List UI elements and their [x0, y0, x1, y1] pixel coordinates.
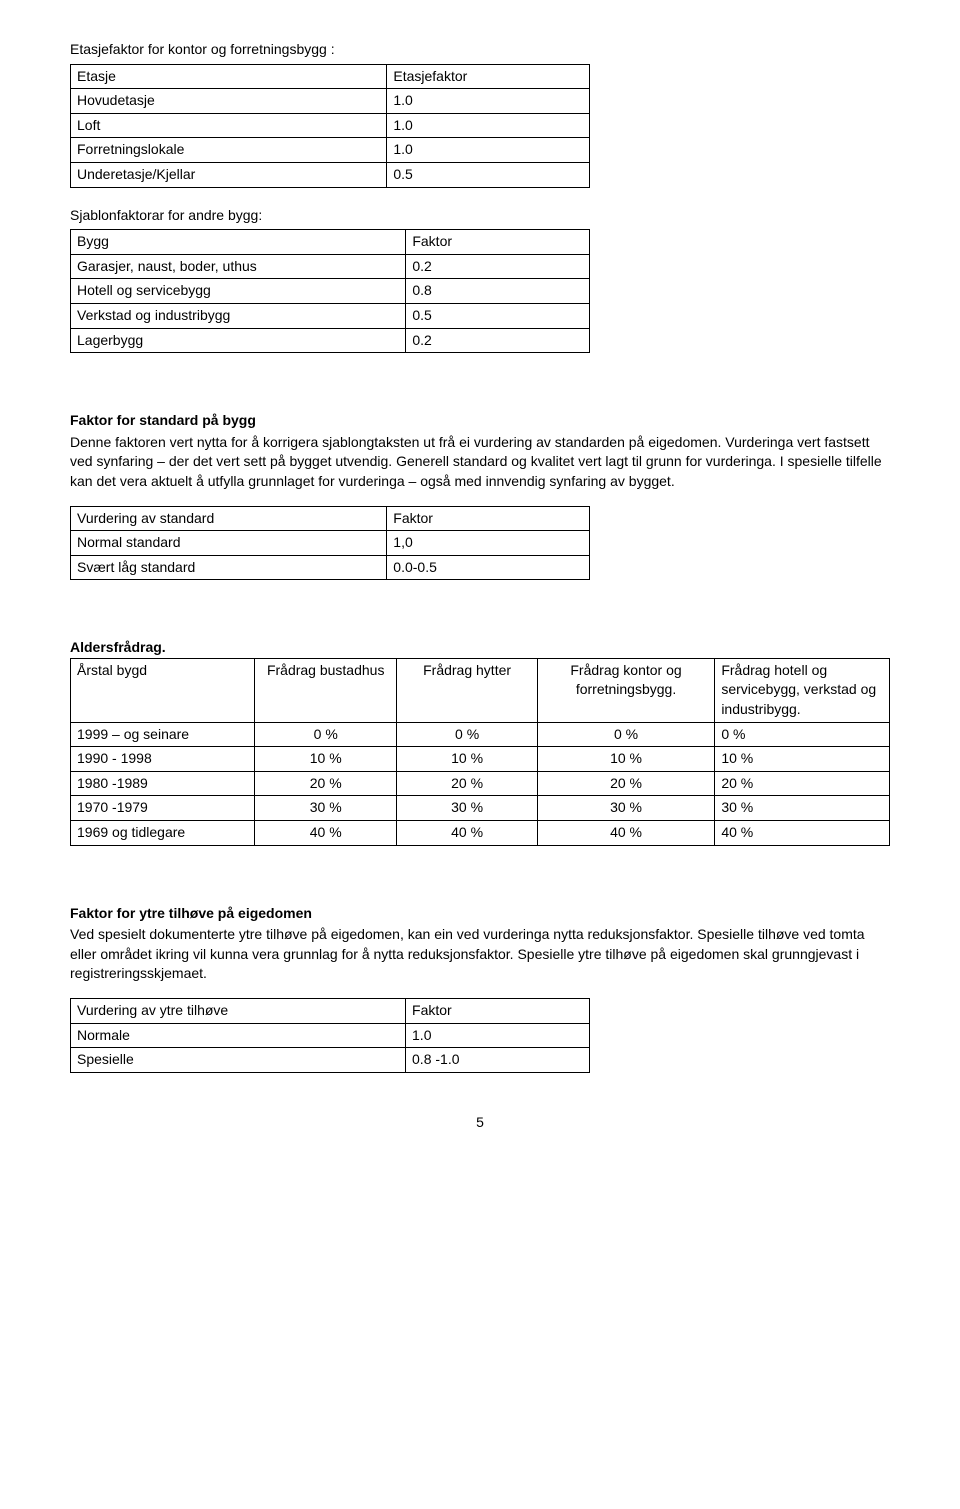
- t2-r3c1: 0.2: [406, 328, 590, 353]
- t1-r1c0: Loft: [71, 113, 387, 138]
- t4-r0c0: 1999 – og seinare: [71, 722, 255, 747]
- standard-table: Vurdering av standard Faktor Normal stan…: [70, 506, 590, 581]
- t2-r0c1: 0.2: [406, 254, 590, 279]
- standard-paragraph: Denne faktoren vert nytta for å korriger…: [70, 433, 890, 492]
- t4-r0c2: 0 %: [397, 722, 537, 747]
- t3-h1: Vurdering av standard: [71, 506, 387, 531]
- etasjefaktor-table: Etasje Etasjefaktor Hovudetasje1.0 Loft1…: [70, 64, 590, 188]
- ytre-heading: Faktor for ytre tilhøve på eigedomen: [70, 904, 890, 924]
- t4-r4c4: 40 %: [715, 821, 890, 846]
- t4-r0c1: 0 %: [254, 722, 396, 747]
- aldersfradrag-table: Årstal bygd Frådrag bustadhus Frådrag hy…: [70, 658, 890, 846]
- t4-h3: Frådrag hytter: [397, 658, 537, 722]
- t4-h1: Årstal bygd: [71, 658, 255, 722]
- t4-r4c3: 40 %: [537, 821, 715, 846]
- t1-r3c1: 0.5: [387, 162, 590, 187]
- alders-heading: Aldersfrådrag.: [70, 638, 890, 658]
- t1-h2: Etasjefaktor: [387, 64, 590, 89]
- t3-r0c1: 1,0: [387, 531, 590, 556]
- t2-r1c0: Hotell og servicebygg: [71, 279, 406, 304]
- t4-r3c2: 30 %: [397, 796, 537, 821]
- t5-r0c1: 1.0: [406, 1023, 590, 1048]
- t5-r1c0: Spesielle: [71, 1048, 406, 1073]
- t5-h2: Faktor: [406, 999, 590, 1024]
- t2-h1: Bygg: [71, 230, 406, 255]
- t4-r1c2: 10 %: [397, 747, 537, 772]
- sjablonfaktor-table: Bygg Faktor Garasjer, naust, boder, uthu…: [70, 229, 590, 353]
- t5-h1: Vurdering av ytre tilhøve: [71, 999, 406, 1024]
- t1-h1: Etasje: [71, 64, 387, 89]
- ytre-paragraph: Ved spesielt dokumenterte ytre tilhøve p…: [70, 925, 890, 984]
- t4-h2: Frådrag bustadhus: [254, 658, 396, 722]
- t4-r3c0: 1970 -1979: [71, 796, 255, 821]
- t4-r2c4: 20 %: [715, 771, 890, 796]
- t4-r3c1: 30 %: [254, 796, 396, 821]
- t3-h2: Faktor: [387, 506, 590, 531]
- t5-r0c0: Normale: [71, 1023, 406, 1048]
- t1-r2c0: Forretningslokale: [71, 138, 387, 163]
- t2-r1c1: 0.8: [406, 279, 590, 304]
- t2-r2c0: Verkstad og industribygg: [71, 303, 406, 328]
- t4-r1c1: 10 %: [254, 747, 396, 772]
- t1-title: Etasjefaktor for kontor og forretningsby…: [70, 40, 890, 60]
- t4-r1c0: 1990 - 1998: [71, 747, 255, 772]
- t4-h5: Frådrag hotell og servicebygg, verkstad …: [715, 658, 890, 722]
- t4-r4c1: 40 %: [254, 821, 396, 846]
- ytre-table: Vurdering av ytre tilhøve Faktor Normale…: [70, 998, 590, 1073]
- t4-r2c3: 20 %: [537, 771, 715, 796]
- t3-r0c0: Normal standard: [71, 531, 387, 556]
- t4-r0c4: 0 %: [715, 722, 890, 747]
- standard-heading: Faktor for standard på bygg: [70, 411, 890, 431]
- t1-r3c0: Underetasje/Kjellar: [71, 162, 387, 187]
- t4-h4: Frådrag kontor og forretningsbygg.: [537, 658, 715, 722]
- t4-r4c0: 1969 og tidlegare: [71, 821, 255, 846]
- t3-r1c1: 0.0-0.5: [387, 555, 590, 580]
- t4-r3c3: 30 %: [537, 796, 715, 821]
- t3-r1c0: Svært låg standard: [71, 555, 387, 580]
- t4-r2c0: 1980 -1989: [71, 771, 255, 796]
- t4-r1c3: 10 %: [537, 747, 715, 772]
- t4-r3c4: 30 %: [715, 796, 890, 821]
- page-number: 5: [70, 1113, 890, 1133]
- t4-r2c2: 20 %: [397, 771, 537, 796]
- t4-r1c4: 10 %: [715, 747, 890, 772]
- t2-intro: Sjablonfaktorar for andre bygg:: [70, 206, 890, 226]
- t2-r2c1: 0.5: [406, 303, 590, 328]
- t2-h2: Faktor: [406, 230, 590, 255]
- t1-r0c0: Hovudetasje: [71, 89, 387, 114]
- t2-r0c0: Garasjer, naust, boder, uthus: [71, 254, 406, 279]
- t5-r1c1: 0.8 -1.0: [406, 1048, 590, 1073]
- t4-r4c2: 40 %: [397, 821, 537, 846]
- t4-r0c3: 0 %: [537, 722, 715, 747]
- t1-r0c1: 1.0: [387, 89, 590, 114]
- t1-r2c1: 1.0: [387, 138, 590, 163]
- t2-r3c0: Lagerbygg: [71, 328, 406, 353]
- t4-r2c1: 20 %: [254, 771, 396, 796]
- t1-r1c1: 1.0: [387, 113, 590, 138]
